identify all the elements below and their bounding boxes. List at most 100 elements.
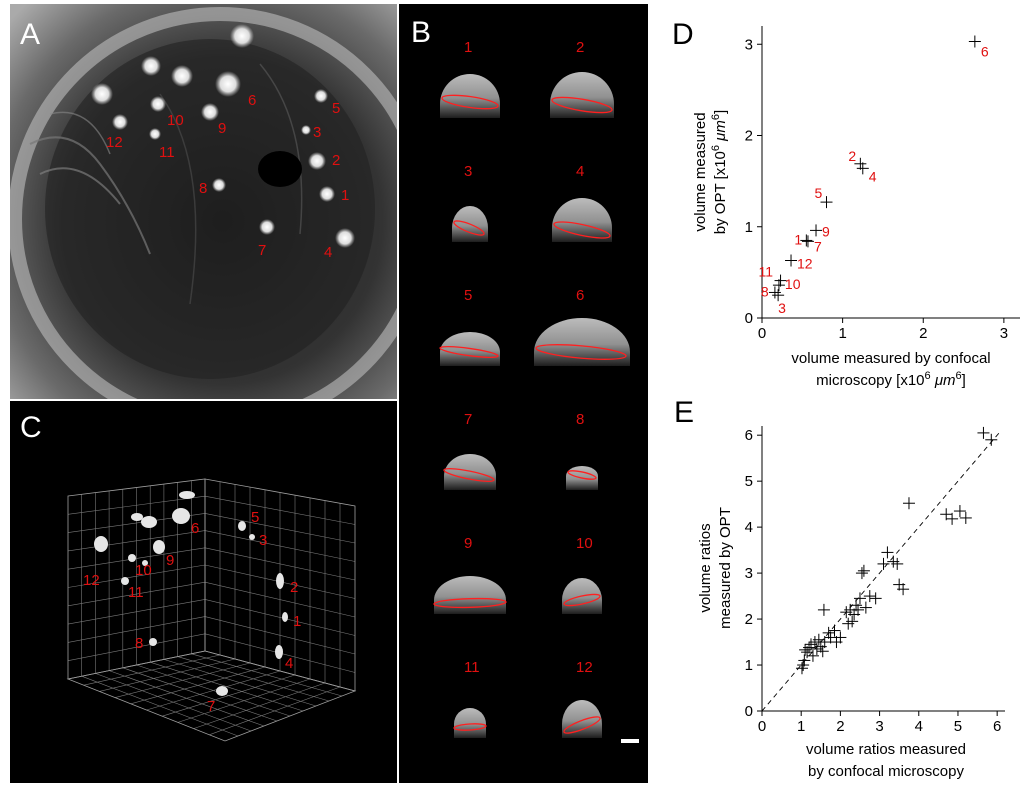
y-tick-label: 0 — [745, 703, 753, 720]
data-point — [803, 641, 816, 654]
chart-e-svg: 0 1 2 3 4 5 6 0 1 2 3 4 5 6 volume ratios measured by c… — [697, 426, 1005, 780]
chart-e-ylabel: volume ratios measured by OPT — [697, 507, 734, 629]
data-point — [968, 35, 981, 48]
chart-e-xlabel-line1: volume ratios measured — [806, 741, 966, 758]
3d-spot-label-11: 11 — [128, 584, 144, 601]
data-point — [902, 497, 915, 510]
point-label-8: 8 — [761, 283, 769, 299]
cross-section-title-4: 4 — [576, 163, 585, 180]
point-label-10: 10 — [785, 276, 801, 292]
chart-e-xlabel-line2: by confocal microscopy — [808, 763, 964, 780]
point-label-6: 6 — [981, 44, 989, 60]
3d-spot-label-2: 2 — [290, 579, 299, 596]
data-point — [850, 599, 863, 612]
y-tick-label: 1 — [745, 657, 753, 674]
panel-a-eye-image: A 1 2 3 4 5 6 7 8 9 10 11 12 — [8, 4, 432, 431]
cross-section-title-8: 8 — [576, 411, 585, 428]
3d-spot-label-1: 1 — [293, 613, 302, 630]
data-point — [806, 649, 819, 662]
eye-spot-label-8: 8 — [199, 180, 208, 197]
cross-section-dome-9 — [434, 576, 506, 614]
data-point — [774, 274, 787, 287]
data-point — [881, 546, 894, 559]
y-tick-label: 3 — [745, 565, 753, 582]
point-label-2: 2 — [848, 148, 856, 164]
data-point — [797, 659, 810, 672]
y-tick-label: 0 — [745, 310, 753, 327]
data-point — [834, 631, 847, 644]
data-point — [863, 590, 876, 603]
point-label-4: 4 — [869, 168, 877, 184]
point-label-1: 1 — [794, 231, 802, 247]
data-point — [859, 601, 872, 614]
panel-d-volume-chart: D 0 1 2 3 0 1 2 3 6 2 4 5 9 1 7 12 11 10 8 3 volume measured… — [650, 4, 1036, 394]
cross-section-outline-8 — [567, 470, 597, 480]
cross-section-images — [433, 72, 630, 738]
3d-spot-label-6: 6 — [191, 520, 200, 537]
x-tick-label: 0 — [758, 325, 766, 342]
x-tick-label: 5 — [954, 718, 962, 735]
3d-spot-label-10: 10 — [135, 562, 152, 579]
cross-section-title-7: 7 — [464, 411, 473, 428]
data-point — [810, 224, 823, 237]
panel-d-label: D — [672, 18, 694, 51]
point-label-3: 3 — [778, 300, 786, 316]
data-point — [818, 636, 831, 649]
panel-e-ratio-chart: E 0 1 2 3 4 5 6 0 1 2 3 4 5 6 volume ratios measured by… — [650, 396, 1036, 786]
x-tick-label: 3 — [875, 718, 883, 735]
cross-section-dome-7 — [444, 454, 496, 490]
3d-grid-box — [66, 478, 357, 742]
data-point — [853, 592, 866, 605]
y-tick-label: 4 — [745, 519, 753, 536]
cross-section-outline-2 — [551, 96, 613, 114]
cross-section-title-10: 10 — [576, 535, 593, 552]
cross-section-outline-3 — [453, 220, 485, 236]
eye-spot-label-12: 12 — [106, 134, 123, 151]
3d-spot-label-8: 8 — [135, 635, 144, 652]
eye-spot-label-1: 1 — [341, 187, 350, 204]
panel-b-label: B — [411, 16, 432, 49]
3d-spot-label-12: 12 — [83, 572, 100, 589]
y-tick-label: 2 — [745, 611, 753, 628]
data-point — [946, 512, 959, 525]
data-point — [857, 564, 870, 577]
x-tick-label: 2 — [919, 325, 927, 342]
cross-section-outline-4 — [553, 221, 611, 239]
data-point — [812, 633, 825, 646]
data-point — [801, 235, 814, 248]
data-point — [852, 603, 865, 616]
data-point — [846, 615, 859, 628]
chart-d-ylabel: volume measured by OPT [x106 μm6] — [692, 110, 729, 234]
cross-section-outline-7 — [443, 468, 495, 482]
cross-section-title-2: 2 — [576, 39, 585, 56]
data-point — [856, 162, 869, 175]
data-point — [772, 289, 785, 302]
data-point — [817, 603, 830, 616]
x-tick-label: 3 — [1000, 325, 1008, 342]
svg-text:volume ratios: volume ratios — [697, 523, 714, 612]
cross-section-outline-1 — [441, 94, 499, 110]
data-point — [768, 286, 781, 299]
y-tick-label: 5 — [745, 473, 753, 490]
panel-a-label: A — [20, 18, 41, 51]
cross-section-outline-5 — [439, 345, 499, 359]
panel-c-label: C — [20, 411, 42, 444]
data-point — [897, 583, 910, 596]
cross-section-outline-11 — [453, 723, 487, 731]
eye-spot-label-7: 7 — [258, 242, 267, 259]
cross-section-outline-12 — [563, 716, 601, 734]
svg-text:measured by OPT: measured by OPT — [717, 507, 734, 629]
data-point — [828, 624, 841, 637]
data-point — [953, 505, 966, 518]
cross-section-dome-2 — [550, 72, 614, 118]
data-point — [816, 645, 829, 658]
svg-text:volume measured: volume measured — [692, 112, 709, 231]
eye-spot-label-6: 6 — [248, 92, 257, 109]
cross-section-title-11: 11 — [464, 659, 480, 676]
cross-section-outline-10 — [563, 593, 601, 607]
cross-section-dome-6 — [534, 318, 630, 366]
x-tick-label: 0 — [758, 718, 766, 735]
panel-c-3d-reconstruction: C 1 2 3 4 5 6 7 8 9 10 11 12 — [10, 401, 397, 783]
3d-spot-label-9: 9 — [166, 552, 175, 569]
